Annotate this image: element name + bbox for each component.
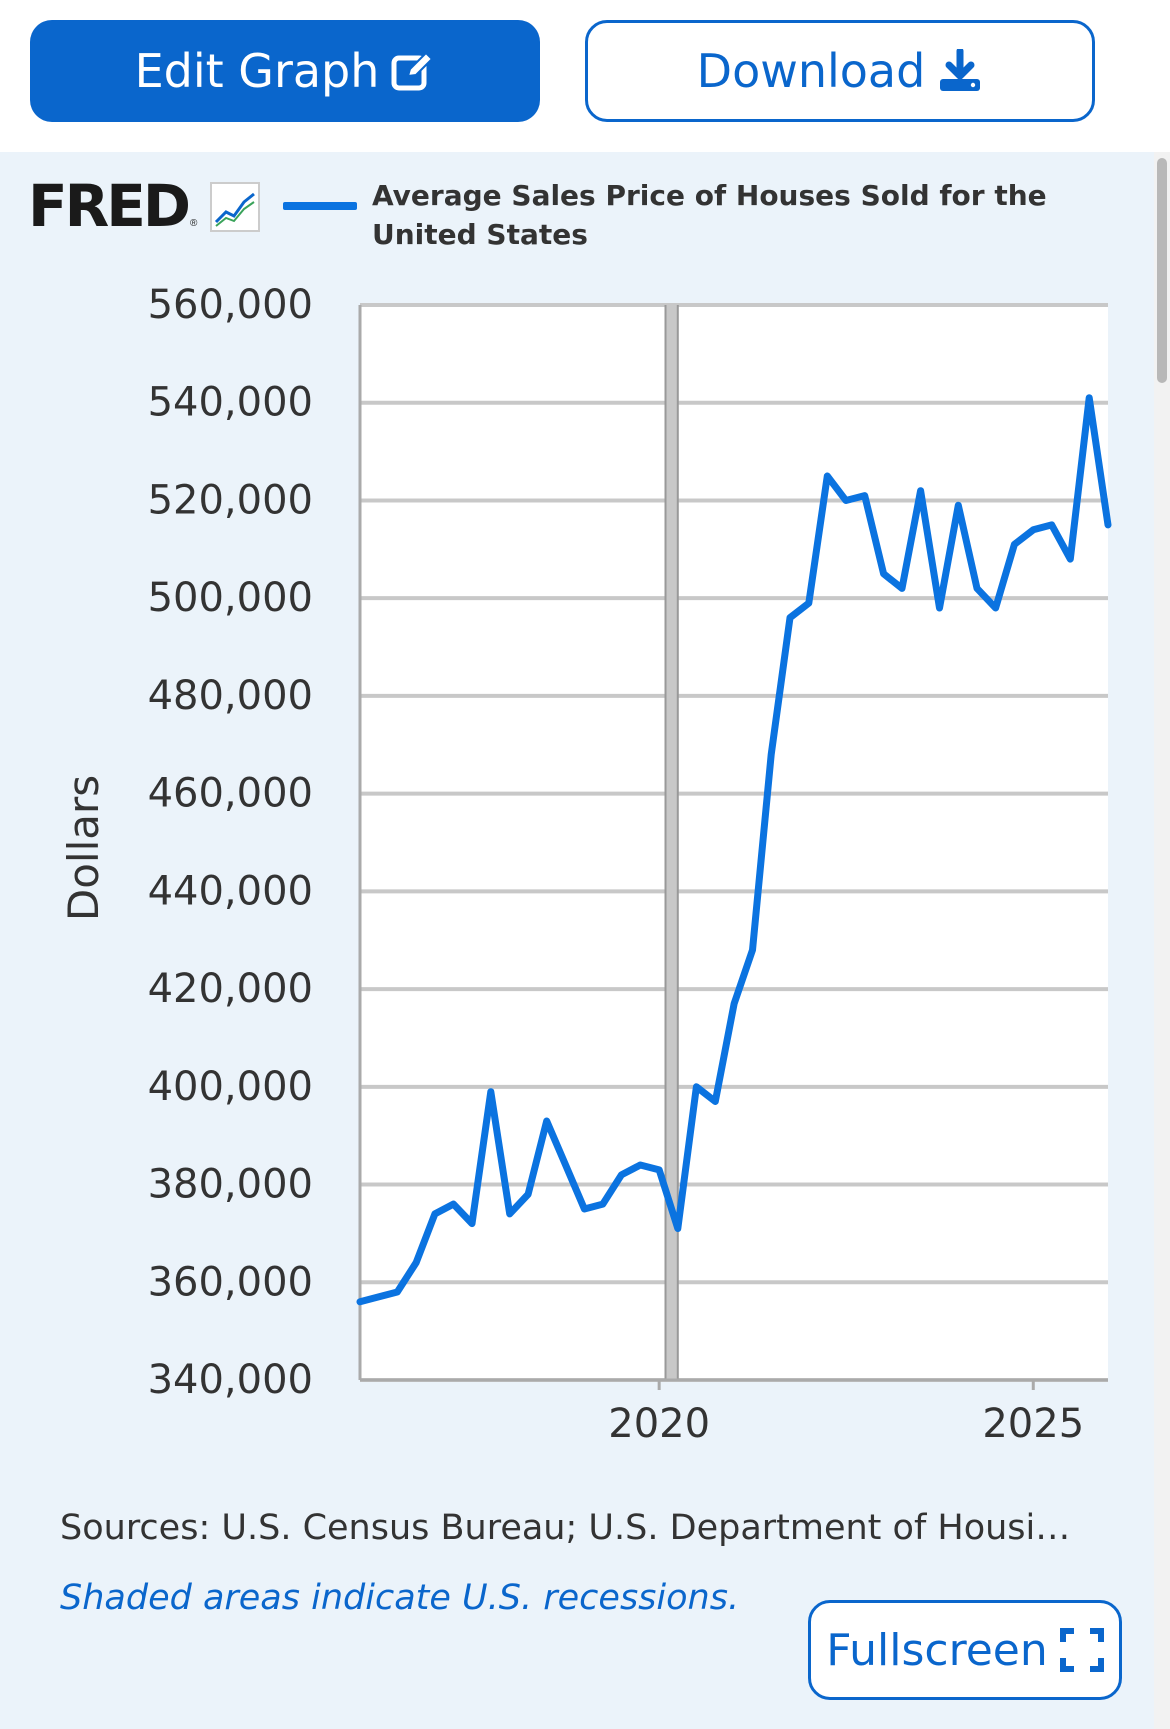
- download-label: Download: [696, 44, 926, 98]
- y-tick-label: 540,000: [148, 380, 313, 426]
- edit-graph-label: Edit Graph: [134, 44, 380, 98]
- legend-swatch: [283, 202, 357, 210]
- y-tick-label: 400,000: [148, 1064, 313, 1110]
- fullscreen-button[interactable]: Fullscreen: [808, 1600, 1122, 1700]
- edit-graph-button[interactable]: Edit Graph: [30, 20, 540, 122]
- recession-note[interactable]: Shaded areas indicate U.S. recessions.: [60, 1578, 740, 1618]
- plot-area: 340,000 360,000 380,000 400,000 420,000 440,0…: [148, 282, 1112, 1447]
- y-tick-label: 520,000: [148, 477, 313, 523]
- fred-chart-icon: [210, 182, 260, 232]
- legend-series-label: Average Sales Price of Houses Sold for t…: [372, 179, 1047, 251]
- edit-icon: [391, 51, 434, 91]
- x-tick-label: 2025: [982, 1401, 1084, 1447]
- y-axis-label: Dollars: [59, 775, 108, 921]
- sources-text: Sources: U.S. Census Bureau; U.S. Depart…: [60, 1508, 1080, 1548]
- line-chart: Dollars 340,000 360,000 380,000 400,000 420,…: [59, 282, 1112, 1447]
- fred-logo: FRED: [28, 172, 191, 240]
- y-tick-label: 560,000: [148, 282, 313, 328]
- download-button[interactable]: Download: [585, 20, 1095, 122]
- top-toolbar: Edit Graph Download: [0, 0, 1170, 152]
- y-tick-label: 380,000: [148, 1162, 313, 1208]
- fullscreen-label: Fullscreen: [826, 1624, 1048, 1676]
- x-tick-label: 2020: [608, 1401, 710, 1447]
- download-icon: [940, 49, 981, 91]
- plot-background: [360, 305, 1108, 1380]
- y-tick-label: 460,000: [148, 771, 313, 817]
- y-tick-label: 420,000: [148, 966, 313, 1012]
- y-tick-label: 440,000: [148, 868, 313, 914]
- recession-shading: [665, 305, 678, 1380]
- y-tick-label: 340,000: [148, 1357, 313, 1403]
- scrollbar-thumb[interactable]: [1157, 158, 1167, 383]
- scrollbar-track[interactable]: [1154, 152, 1170, 1729]
- y-tick-label: 500,000: [148, 575, 313, 621]
- fullscreen-icon: [1059, 1628, 1104, 1672]
- y-tick-label: 360,000: [148, 1259, 313, 1305]
- y-tick-label: 480,000: [148, 673, 313, 719]
- fred-registered-mark: ®: [190, 218, 198, 229]
